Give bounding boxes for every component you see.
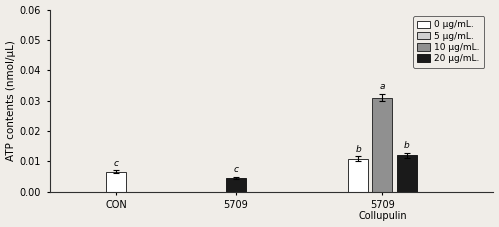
Bar [106,172,126,192]
Text: c: c [234,165,239,174]
Bar [348,159,368,192]
Bar [397,155,417,192]
Text: c: c [114,159,119,168]
Bar [372,98,392,192]
Legend: 0 μg/mL., 5 μg/mL., 10 μg/mL., 20 μg/mL.: 0 μg/mL., 5 μg/mL., 10 μg/mL., 20 μg/mL. [413,16,485,68]
Bar [226,178,246,192]
Text: a: a [380,82,385,91]
Text: b: b [355,145,361,154]
Text: b: b [404,141,410,150]
Y-axis label: ATP contents (nmol/μL): ATP contents (nmol/μL) [5,40,15,161]
